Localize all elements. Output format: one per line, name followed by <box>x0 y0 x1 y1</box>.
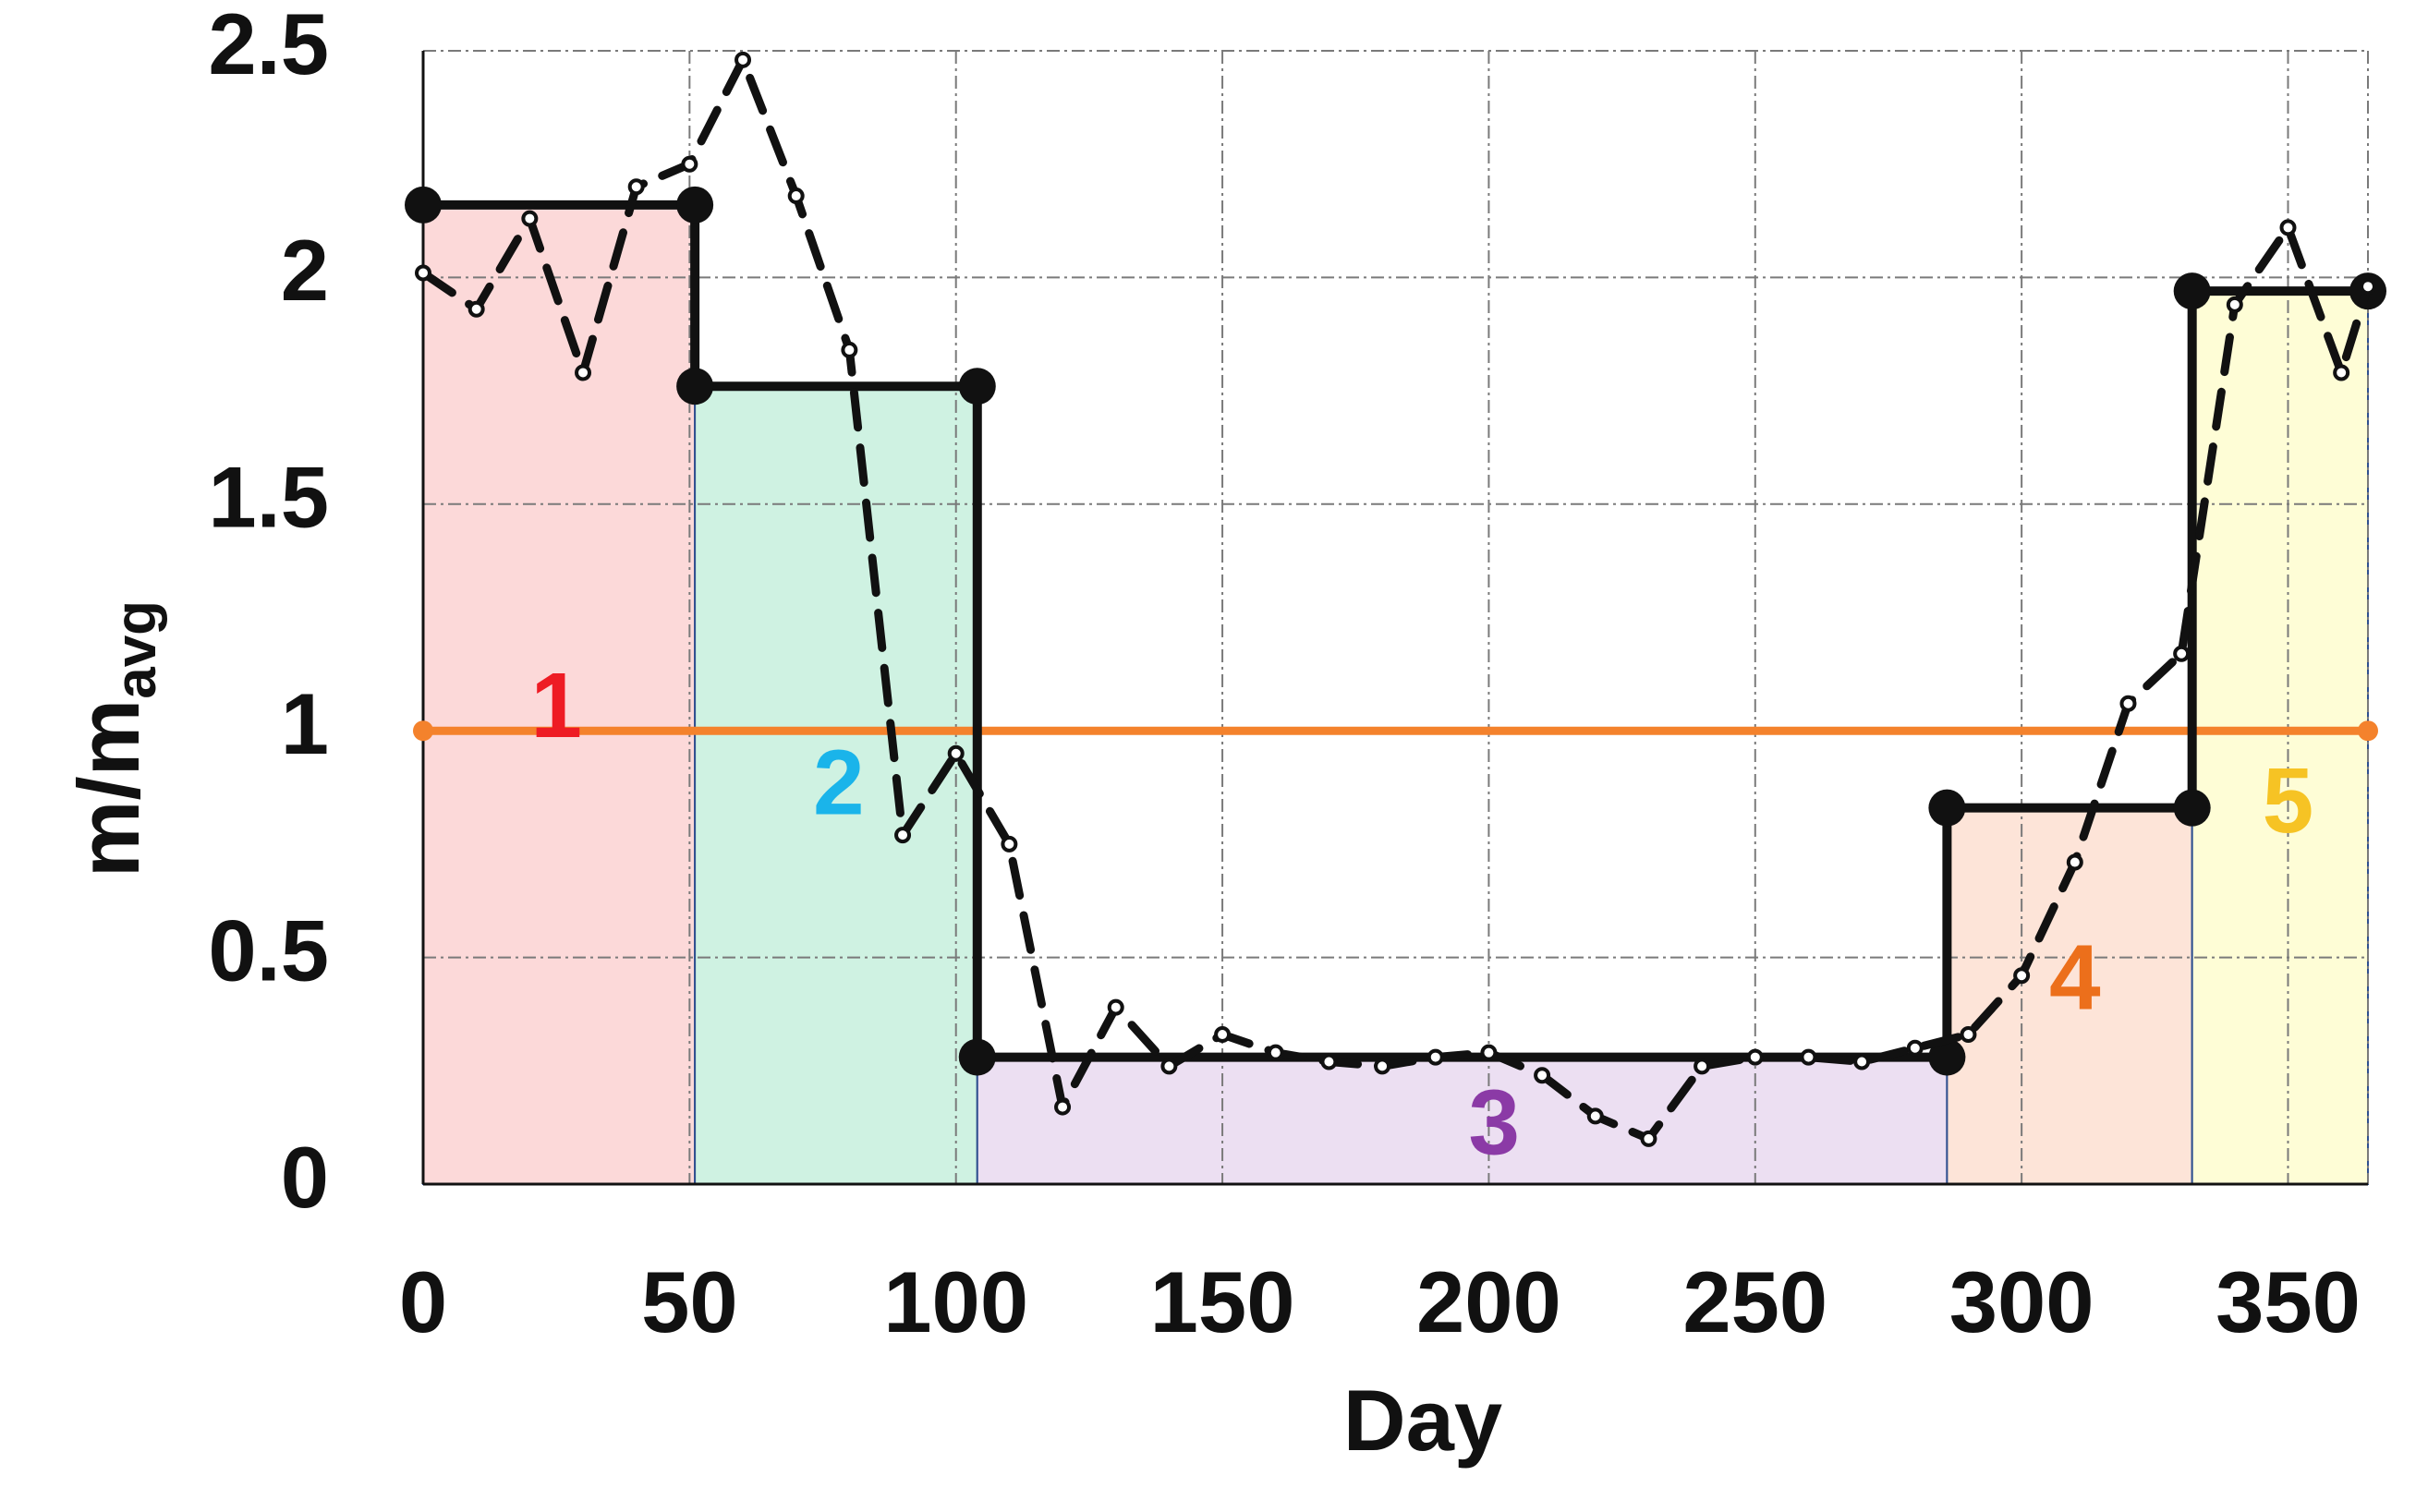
y-tick-label: 2 <box>281 222 329 319</box>
series-point <box>1054 1098 1072 1116</box>
series-point <box>734 51 752 68</box>
svg-text:m/mavg: m/mavg <box>60 600 168 877</box>
series-point <box>1160 1058 1178 1075</box>
y-tick-label: 2.5 <box>208 0 329 92</box>
series-point <box>1694 1058 1711 1075</box>
series-point <box>1586 1107 1604 1125</box>
y-axis-title-subscript: avg <box>104 600 168 699</box>
x-tick-label: 150 <box>1150 1253 1295 1350</box>
series-point <box>1534 1067 1551 1084</box>
step-vertex-2 <box>958 368 996 405</box>
series-point <box>1426 1048 1444 1066</box>
y-tick-label: 0.5 <box>208 901 329 998</box>
series-point <box>1480 1044 1498 1061</box>
step-vertex-3 <box>958 1038 996 1076</box>
x-tick-label: 200 <box>1416 1253 1561 1350</box>
step-vertex-4 <box>2173 789 2211 827</box>
series-point <box>1214 1026 1232 1044</box>
series-point <box>2360 278 2376 296</box>
series-point <box>2333 364 2350 381</box>
reference-line-endpoint <box>2358 720 2378 742</box>
series-point <box>2066 853 2083 871</box>
series-point <box>841 341 858 358</box>
series-point <box>1320 1053 1338 1070</box>
grid <box>423 50 2369 1184</box>
series-point <box>1267 1044 1284 1061</box>
y-tick-label: 1 <box>281 675 329 772</box>
x-tick-label: 50 <box>641 1253 738 1350</box>
region-label-4: 4 <box>2049 925 2101 1029</box>
series-point <box>787 187 805 205</box>
region-fills <box>422 203 2369 1186</box>
series-point <box>521 210 539 227</box>
y-axis-title: m/mavg <box>60 600 168 877</box>
region-fill-1 <box>422 203 697 1186</box>
series-point <box>1746 1048 1764 1066</box>
region-label-3: 3 <box>1468 1071 1520 1175</box>
reference-line-endpoint <box>413 720 433 742</box>
series-point <box>1107 998 1124 1016</box>
reference-line-layer <box>413 720 2378 742</box>
x-tick-label: 300 <box>1949 1253 2094 1350</box>
x-tick-label: 250 <box>1682 1253 1827 1350</box>
series-point <box>1853 1053 1871 1070</box>
series-point <box>2279 219 2297 236</box>
step-vertex-1 <box>676 186 714 224</box>
region-labels: 1 2 3 4 5 <box>530 654 2313 1175</box>
series-line <box>419 55 2373 1143</box>
region-label-1: 1 <box>530 654 582 757</box>
region-fill-2 <box>694 385 978 1185</box>
y-axis-title-main: m/m <box>60 699 157 877</box>
series-point <box>2173 645 2191 662</box>
region-label-5: 5 <box>2263 749 2314 853</box>
region-fill-5 <box>2191 290 2369 1185</box>
tick-labels: 0 50 100 150 200 250 300 350 0 0.5 1 1.5 2 2.5 <box>208 0 2361 1350</box>
y-tick-label: 0 <box>281 1129 329 1226</box>
series-point <box>947 744 965 762</box>
axes <box>421 51 2368 1186</box>
series-point <box>1640 1130 1657 1147</box>
region-fill-3 <box>976 1056 1948 1186</box>
series-point <box>681 155 698 173</box>
series-point <box>415 264 431 282</box>
x-axis-title: Day <box>1343 1372 1502 1469</box>
series-point <box>894 827 912 844</box>
region-label-2: 2 <box>813 731 865 834</box>
series-point <box>1374 1058 1391 1075</box>
step-vertex-5 <box>2173 272 2211 310</box>
x-tick-label: 100 <box>883 1253 1028 1350</box>
step-vertex-4 <box>1928 789 1966 827</box>
series-point <box>1001 835 1018 853</box>
series-point <box>627 178 645 196</box>
series-point <box>1960 1026 1977 1044</box>
y-tick-label: 1.5 <box>208 449 329 546</box>
x-tick-label: 0 <box>399 1253 447 1350</box>
series-point <box>575 364 592 381</box>
series-layer <box>415 51 2376 1147</box>
step-vertex-2 <box>676 368 714 405</box>
step-vertex-3 <box>1928 1038 1966 1076</box>
series-point <box>2013 967 2031 985</box>
x-tick-label: 350 <box>2216 1253 2361 1350</box>
series-point <box>2119 695 2137 712</box>
series-point <box>467 300 485 318</box>
series-point <box>1906 1039 1924 1057</box>
step-vertex-1 <box>405 186 442 224</box>
series-point <box>1800 1048 1817 1066</box>
series-point <box>2226 296 2243 313</box>
